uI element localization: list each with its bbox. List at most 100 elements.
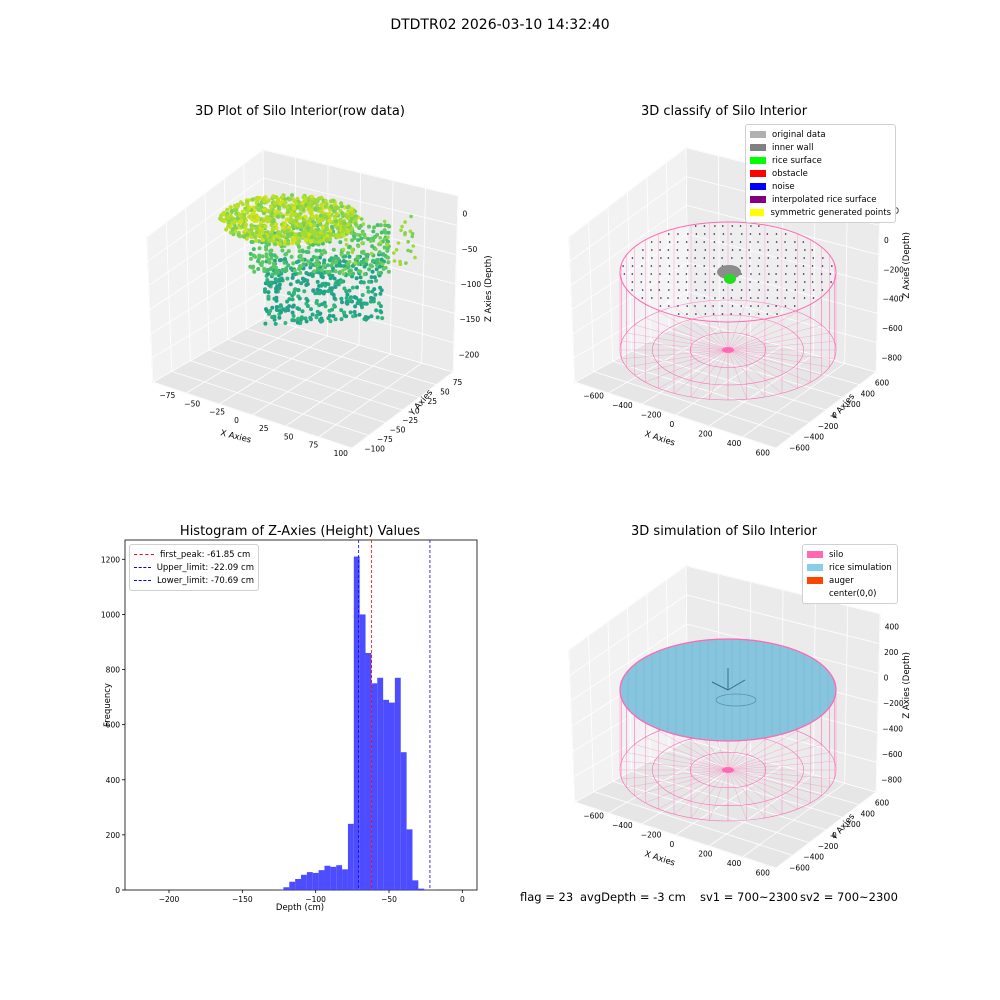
interpolated-point — [767, 281, 769, 283]
plot3-frame — [124, 539, 478, 891]
data-point — [375, 223, 380, 228]
plot3-vlines — [358, 540, 431, 890]
data-point — [317, 196, 322, 201]
interpolated-point — [721, 305, 723, 307]
legend-label: obstacle — [772, 168, 808, 179]
data-point — [286, 249, 291, 254]
data-point — [347, 269, 352, 274]
data-point — [285, 228, 290, 233]
data-point — [251, 215, 256, 220]
data-point — [274, 226, 279, 231]
y-tick-label: 200 — [846, 820, 861, 829]
data-point — [350, 247, 355, 252]
data-point — [315, 279, 320, 284]
data-point — [268, 249, 273, 254]
data-point — [281, 225, 286, 230]
y-tick-label: −200 — [818, 422, 839, 431]
data-point — [336, 256, 340, 261]
data-point — [256, 259, 260, 264]
interpolated-point — [740, 305, 743, 307]
silo-floor-spoke — [709, 769, 729, 821]
data-point — [230, 227, 235, 232]
interpolated-point — [731, 249, 734, 251]
data-point — [370, 244, 375, 249]
interpolated-point — [677, 297, 679, 299]
data-point — [290, 318, 295, 323]
data-point — [222, 210, 227, 215]
data-point — [356, 261, 361, 266]
interpolated-point — [748, 313, 751, 315]
interpolated-point — [704, 273, 707, 275]
data-point — [299, 281, 304, 286]
data-point — [357, 226, 362, 231]
interpolated-point — [820, 273, 823, 275]
legend-item-rice-simulation: rice simulation — [807, 561, 893, 574]
data-point — [362, 264, 367, 269]
data-point — [300, 309, 305, 314]
interpolated-point — [721, 257, 723, 259]
data-point — [379, 310, 384, 315]
data-point — [288, 282, 293, 287]
interpolated-point — [766, 241, 769, 243]
data-point — [273, 201, 278, 206]
data-point — [367, 279, 372, 284]
data-point — [355, 285, 359, 290]
interpolated-point — [658, 281, 661, 283]
data-point — [264, 245, 269, 249]
x-tick-label: −150 — [232, 895, 253, 904]
silo-floor-spoke — [727, 332, 830, 351]
interpolated-point — [768, 273, 770, 275]
hist-bar — [295, 878, 301, 890]
hist-bar — [389, 702, 395, 890]
data-point — [359, 259, 364, 264]
interpolated-point — [803, 297, 806, 299]
interpolated-point — [713, 273, 716, 275]
data-point — [371, 299, 376, 304]
data-point — [345, 229, 350, 234]
interpolated-point — [784, 257, 787, 259]
interpolated-point — [831, 265, 833, 267]
data-point — [333, 285, 338, 289]
interpolated-point — [829, 273, 832, 275]
data-point — [356, 269, 361, 273]
data-point — [325, 263, 330, 268]
data-point — [261, 211, 266, 216]
x-tick-label: 200 — [698, 849, 713, 858]
interpolated-point — [678, 289, 680, 291]
x-tick-label: −50 — [184, 399, 200, 408]
silo-floor-spoke — [727, 349, 835, 359]
data-point — [375, 258, 379, 263]
data-point — [365, 252, 370, 257]
data-point — [339, 253, 344, 257]
interpolated-point — [640, 281, 642, 283]
data-point — [249, 223, 254, 228]
data-point — [319, 202, 324, 207]
silo-floor-ring — [619, 299, 837, 401]
plot2-tick-labels: −600−400−20002004006006004002000−200−400… — [583, 207, 904, 458]
plot3-xlabel: Depth (cm) — [275, 903, 325, 913]
interpolated-point — [695, 313, 697, 315]
data-point — [250, 240, 255, 244]
interpolated-point — [739, 265, 742, 267]
interpolated-point — [713, 249, 715, 251]
data-point — [284, 268, 289, 273]
legend-swatch — [750, 183, 766, 190]
hist-bar — [418, 888, 425, 890]
interpolated-point — [650, 273, 653, 275]
data-point — [297, 222, 302, 227]
silo-floor-spoke — [727, 760, 835, 771]
data-point — [385, 242, 390, 247]
legend-label: center(0,0) — [829, 588, 877, 599]
legend-swatch — [750, 209, 765, 216]
data-point — [243, 222, 248, 227]
data-point — [324, 226, 329, 231]
interpolated-point — [640, 273, 643, 275]
interpolated-point — [686, 265, 689, 267]
interpolated-point — [686, 305, 689, 307]
data-point — [371, 258, 376, 263]
data-point — [272, 234, 277, 240]
y-tick-label: −100 — [364, 444, 385, 453]
data-point — [330, 224, 334, 229]
data-point — [331, 247, 336, 252]
silo-floor-spoke — [621, 760, 729, 771]
